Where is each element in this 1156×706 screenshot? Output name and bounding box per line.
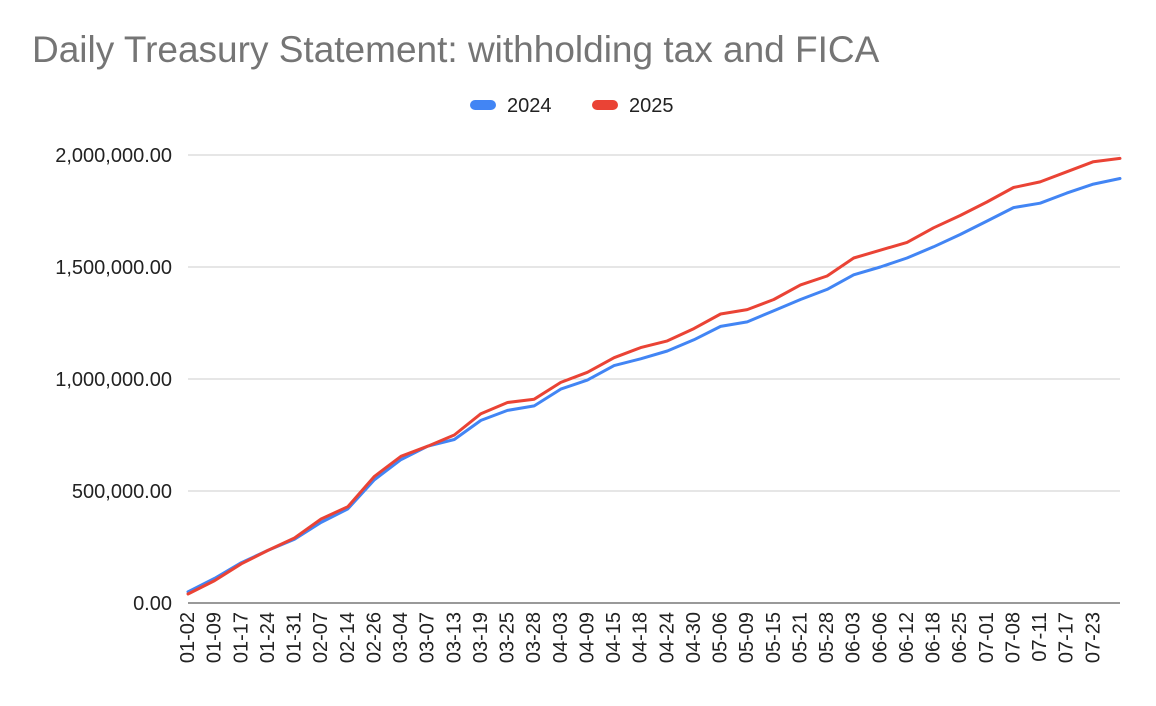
x-tick-label: 06-18 bbox=[923, 612, 945, 663]
x-tick-label: 04-18 bbox=[630, 612, 652, 663]
y-tick-label: 1,000,000.00 bbox=[55, 369, 172, 391]
x-tick-label: 07-17 bbox=[1056, 612, 1078, 663]
x-tick-label: 05-15 bbox=[763, 612, 785, 663]
x-tick-label: 02-26 bbox=[363, 612, 385, 663]
x-tick-label: 07-23 bbox=[1082, 612, 1104, 663]
x-tick-label: 01-17 bbox=[230, 612, 252, 663]
gridlines bbox=[188, 154, 1120, 604]
series-lines bbox=[186, 156, 1122, 596]
legend-swatch-2024 bbox=[470, 100, 496, 110]
x-tick-label: 06-06 bbox=[869, 612, 891, 663]
x-tick-label: 03-28 bbox=[523, 612, 545, 663]
x-tick-label: 03-25 bbox=[497, 612, 519, 663]
y-tick-label: 500,000.00 bbox=[72, 481, 172, 503]
x-tick-label: 02-07 bbox=[310, 612, 332, 663]
x-tick-label: 07-11 bbox=[1029, 612, 1051, 662]
y-tick-label: 1,500,000.00 bbox=[55, 257, 172, 279]
x-tick-label: 03-07 bbox=[417, 612, 439, 663]
x-tick-label: 05-28 bbox=[816, 612, 838, 663]
y-tick-label: 2,000,000.00 bbox=[55, 145, 172, 167]
x-tick-label: 07-08 bbox=[1002, 612, 1024, 663]
legend-label-2024: 2024 bbox=[507, 95, 552, 117]
x-tick-label: 04-03 bbox=[550, 612, 572, 663]
x-tick-label: 06-25 bbox=[949, 612, 971, 663]
x-tick-label: 06-12 bbox=[896, 612, 918, 663]
y-axis: 0.00 500,000.00 1,000,000.00 1,500,000.00 2,… bbox=[55, 145, 172, 615]
x-tick-label: 01-31 bbox=[284, 612, 306, 663]
chart-title: Daily Treasury Statement: withholding ta… bbox=[32, 29, 880, 70]
x-tick-label: 04-30 bbox=[683, 612, 705, 663]
series-line-2025 bbox=[186, 156, 1122, 596]
x-tick-label: 02-14 bbox=[337, 612, 359, 663]
legend-swatch-2025 bbox=[592, 100, 618, 110]
x-tick-label: 04-09 bbox=[576, 612, 598, 663]
legend-label-2025: 2025 bbox=[629, 95, 674, 117]
x-tick-label: 05-21 bbox=[789, 612, 811, 663]
x-tick-label: 07-01 bbox=[976, 612, 998, 663]
legend: 2024 2025 bbox=[470, 95, 674, 117]
x-axis: 01-02 01-09 01-17 01-24 01-31 02-07 02-14 02-26… bbox=[177, 612, 1104, 663]
x-tick-label: 04-24 bbox=[656, 612, 678, 663]
x-tick-label: 03-13 bbox=[443, 612, 465, 663]
x-tick-label: 01-02 bbox=[177, 612, 199, 663]
x-tick-label: 05-09 bbox=[736, 612, 758, 663]
x-tick-label: 06-03 bbox=[843, 612, 865, 663]
x-tick-label: 03-04 bbox=[390, 612, 412, 663]
series-line-2024 bbox=[186, 177, 1122, 594]
x-tick-label: 05-06 bbox=[710, 612, 732, 663]
x-tick-label: 04-15 bbox=[603, 612, 625, 663]
x-tick-label: 03-19 bbox=[470, 612, 492, 663]
x-tick-label: 01-09 bbox=[204, 612, 226, 663]
x-tick-label: 01-24 bbox=[257, 612, 279, 663]
y-tick-label: 0.00 bbox=[133, 593, 172, 615]
